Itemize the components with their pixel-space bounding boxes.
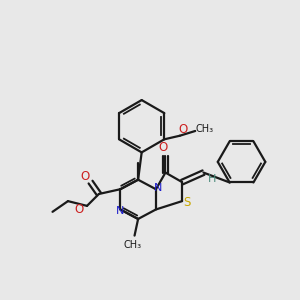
Text: O: O xyxy=(179,123,188,136)
Text: O: O xyxy=(80,170,89,183)
Text: CH₃: CH₃ xyxy=(196,124,214,134)
Text: O: O xyxy=(74,203,83,216)
Text: CH₃: CH₃ xyxy=(123,240,141,250)
Text: N: N xyxy=(116,206,124,216)
Text: O: O xyxy=(158,141,168,154)
Text: N: N xyxy=(154,183,163,193)
Text: H: H xyxy=(208,173,216,184)
Text: S: S xyxy=(183,196,190,209)
